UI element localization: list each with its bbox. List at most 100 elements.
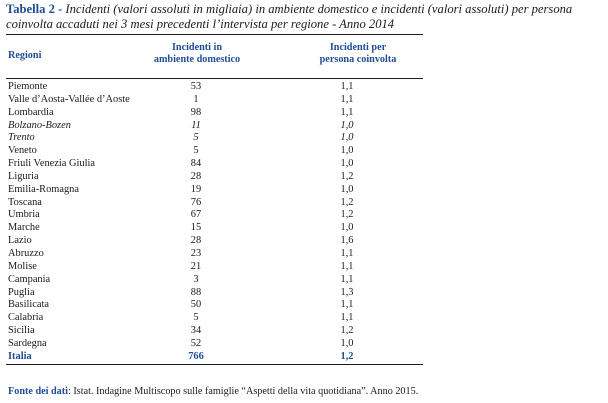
per-person-cell: 1,1 [340,299,354,311]
table-row: Abruzzo 23 1,1 [0,248,440,261]
caption-text-line-2: coinvolta accaduti nei 3 mesi precedenti… [6,17,395,31]
header-incidenti-persona: Incidenti per persona coinvolta [283,42,433,66]
header-incidenti-persona-line-2: persona coinvolta [319,54,397,65]
header-incidenti-ambiente-line-2: ambiente domestico [153,54,241,65]
table-row: Liguria 28 1,2 [0,171,440,184]
per-person-cell: 1,0 [340,337,354,349]
incidents-cell: 67 [190,209,202,221]
per-person-cell: 1,1 [340,93,354,105]
table-row: Bolzano-Bozen 11 1,0 [0,120,440,133]
region-cell: Marche [8,222,40,234]
region-cell: Lazio [8,235,32,247]
caption-separator: - [54,2,66,16]
region-cell: Italia [8,350,32,362]
table-row: Emilia-Romagna 19 1,0 [0,184,440,197]
per-person-cell: 1,2 [340,325,354,337]
incidents-cell: 98 [190,106,202,118]
incidents-cell: 3 [193,273,199,285]
header-incidenti-persona-line-1: Incidenti per [329,42,387,53]
table-row: Friuli Venezia Giulia 84 1,0 [0,158,440,171]
table-row: Valle d’Aosta-Vallée d’Aoste 1 1,1 [0,94,440,107]
incidents-cell: 34 [190,325,202,337]
per-person-cell: 1,0 [340,119,354,131]
per-person-cell: 1,0 [340,222,354,234]
incidents-cell: 5 [193,132,199,144]
table-row-total: Italia 766 1,2 [0,351,440,364]
region-cell: Calabria [8,312,44,324]
region-cell: Molise [8,260,37,272]
region-cell: Basilicata [8,299,49,311]
table-caption: Tabella 2 - Incidenti (valori assoluti i… [6,2,608,32]
incidents-cell: 23 [190,247,202,259]
table-row: Campania 3 1,1 [0,274,440,287]
region-cell: Puglia [8,286,35,298]
region-cell: Toscana [8,196,42,208]
incidents-cell: 28 [190,170,202,182]
per-person-cell: 1,2 [340,196,354,208]
region-cell: Veneto [8,145,37,157]
table-header-rule [6,78,423,79]
table-body: Piemonte 53 1,1 Valle d’Aosta-Vallée d’Aost… [0,81,440,364]
table-row: Calabria 5 1,1 [0,312,440,325]
region-cell: Lombardia [8,106,54,118]
per-person-cell: 1,0 [340,145,354,157]
per-person-cell: 1,3 [340,286,354,298]
per-person-cell: 1,2 [340,350,354,362]
region-cell: Umbria [8,209,40,221]
incidents-cell: 21 [190,260,202,272]
incidents-cell: 19 [190,183,202,195]
source-label: Fonte dei dati [8,386,68,397]
region-cell: Friuli Venezia Giulia [8,158,95,170]
region-cell: Trento [8,132,35,144]
caption-text-line-1: Incidenti (valori assoluti in migliaia) … [65,2,573,16]
per-person-cell: 1,0 [340,158,354,170]
incidents-cell: 5 [193,312,199,324]
region-cell: Sardegna [8,337,47,349]
region-cell: Sicilia [8,325,35,337]
table-row: Molise 21 1,1 [0,261,440,274]
header-regioni: Regioni [8,50,42,61]
caption-line-1: Tabella 2 - Incidenti (valori assoluti i… [6,2,608,17]
table-row: Marche 15 1,0 [0,222,440,235]
table-row: Sardegna 52 1,0 [0,338,440,351]
table-row: Toscana 76 1,2 [0,197,440,210]
region-cell: Piemonte [8,81,48,92]
region-cell: Liguria [8,170,39,182]
table-row: Sicilia 34 1,2 [0,325,440,338]
per-person-cell: 1,6 [340,235,354,247]
per-person-cell: 1,1 [340,312,354,324]
incidents-cell: 5 [193,145,199,157]
per-person-cell: 1,1 [340,106,354,118]
table-row: Veneto 5 1,0 [0,145,440,158]
per-person-cell: 1,0 [340,132,354,144]
table-bottom-rule [6,364,423,365]
per-person-cell: 1,1 [340,273,354,285]
per-person-cell: 1,1 [340,247,354,259]
incidents-cell: 50 [190,299,202,311]
table-row: Piemonte 53 1,1 [0,81,440,94]
table-row: Umbria 67 1,2 [0,209,440,222]
incidents-cell: 53 [190,81,202,92]
incidents-cell: 88 [190,286,202,298]
table-row: Trento 5 1,0 [0,132,440,145]
region-cell: Valle d’Aosta-Vallée d’Aoste [8,93,130,105]
table-row: Puglia 88 1,3 [0,287,440,300]
source-text: : Istat. Indagine Multiscopo sulle famig… [68,386,419,397]
region-cell: Bolzano-Bozen [8,119,71,131]
incidents-cell: 11 [191,119,201,131]
incidents-cell: 1 [193,93,199,105]
per-person-cell: 1,1 [340,260,354,272]
per-person-cell: 1,0 [340,183,354,195]
incidents-cell: 84 [190,158,202,170]
incidents-cell: 766 [188,350,204,362]
header-incidenti-ambiente-line-1: Incidenti in [171,42,223,53]
table-top-rule [6,34,423,35]
incidents-cell: 28 [190,235,202,247]
table-row: Basilicata 50 1,1 [0,299,440,312]
incidents-cell: 15 [190,222,202,234]
caption-label: Tabella 2 [6,2,55,16]
region-cell: Campania [8,273,51,285]
incidents-cell: 76 [190,196,202,208]
region-cell: Abruzzo [8,247,44,259]
per-person-cell: 1,1 [340,81,354,92]
